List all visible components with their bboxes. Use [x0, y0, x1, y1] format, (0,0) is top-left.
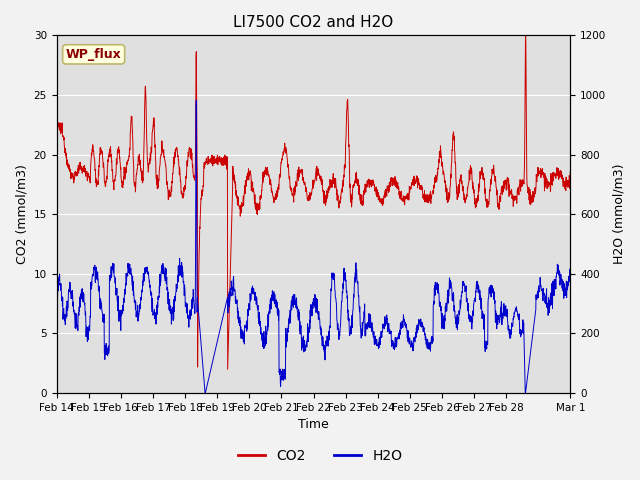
Legend: CO2, H2O: CO2, H2O: [232, 443, 408, 468]
Text: WP_flux: WP_flux: [66, 48, 122, 61]
Y-axis label: CO2 (mmol/m3): CO2 (mmol/m3): [15, 164, 28, 264]
X-axis label: Time: Time: [298, 419, 329, 432]
Y-axis label: H2O (mmol/m3): H2O (mmol/m3): [612, 164, 625, 264]
Title: LI7500 CO2 and H2O: LI7500 CO2 and H2O: [234, 15, 394, 30]
